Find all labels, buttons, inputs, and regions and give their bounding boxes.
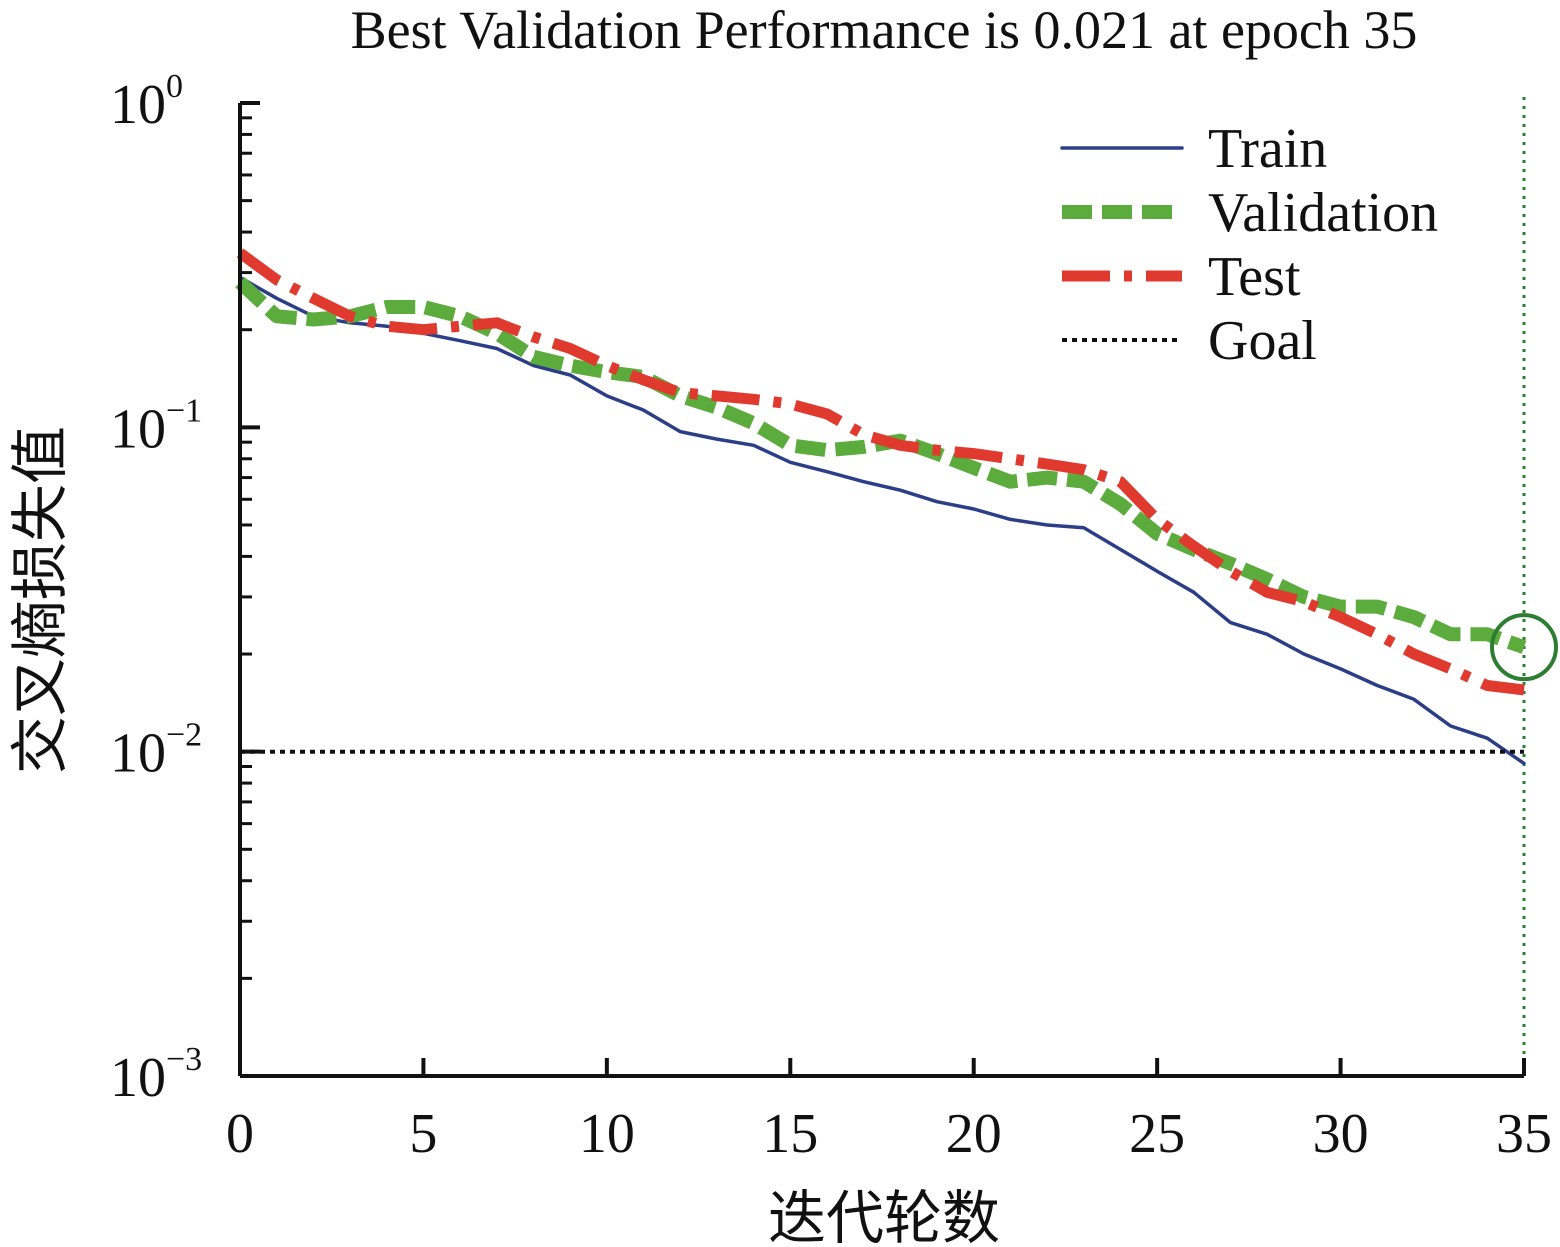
x-tick-label: 25 <box>1129 1103 1185 1165</box>
x-axis-label: 迭代轮数 <box>768 1186 1000 1247</box>
series-validation-line <box>235 277 1527 654</box>
x-tick-label: 0 <box>226 1103 254 1165</box>
legend-label-train: Train <box>1208 118 1327 180</box>
tick-layer: 100 10−1 10−2 10−3 0 5 10 15 20 25 30 35 <box>110 68 1552 1165</box>
y-axis-label: 交叉熵损失值 <box>8 426 73 774</box>
x-tick-label: 5 <box>409 1103 437 1165</box>
best-point-marker <box>1490 613 1558 682</box>
legend-label-validation: Validation <box>1208 182 1438 244</box>
axes-frame <box>238 103 1524 1078</box>
x-tick-label: 20 <box>946 1103 1002 1165</box>
x-tick-label: 10 <box>579 1103 635 1165</box>
y-tick-label: 100 <box>110 68 183 136</box>
series-layer <box>235 97 1558 1076</box>
chart-title: Best Validation Performance is 0.021 at … <box>351 0 1418 60</box>
x-tick-label: 35 <box>1496 1103 1552 1165</box>
legend-label-test: Test <box>1208 246 1301 308</box>
legend-label-goal: Goal <box>1208 310 1317 372</box>
series-train-line <box>238 275 1526 766</box>
x-tick-label: 15 <box>762 1103 818 1165</box>
series-test-line <box>236 248 1525 696</box>
x-tick-label: 30 <box>1313 1103 1369 1165</box>
y-tick-label: 10−3 <box>110 1041 202 1109</box>
y-tick-label: 10−1 <box>110 392 202 460</box>
y-tick-label: 10−2 <box>110 717 202 785</box>
